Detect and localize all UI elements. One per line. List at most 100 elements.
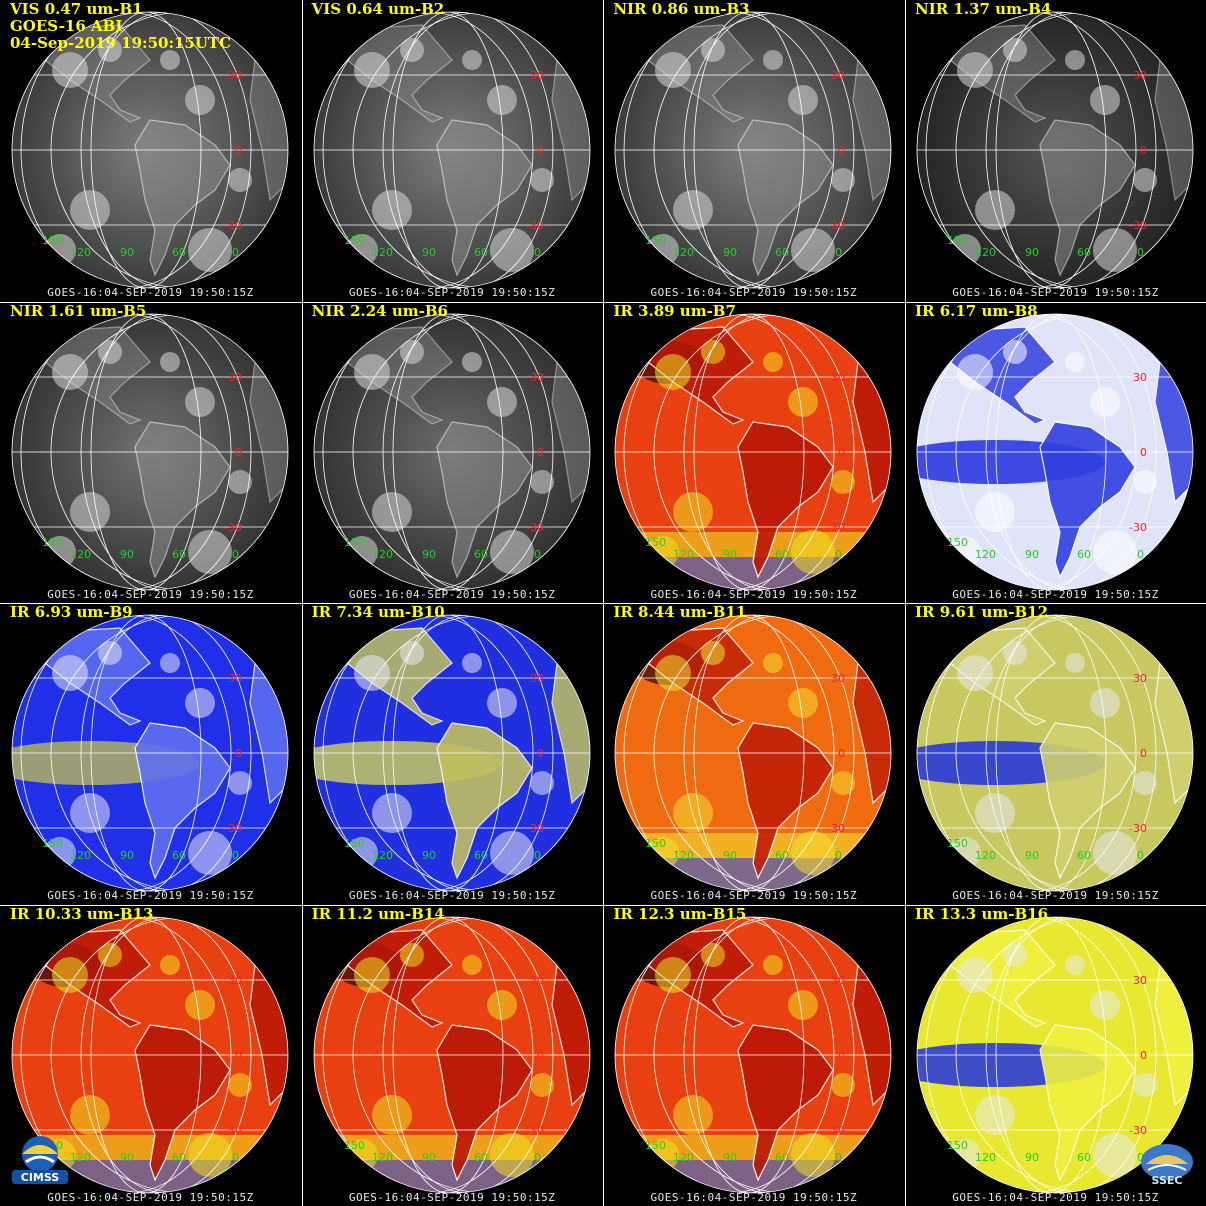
- latitude-label: 30: [831, 974, 845, 987]
- latitude-label: 30: [530, 371, 544, 384]
- band-panel: 30 0 -30 150 120 90 60 0 IR 6.93 um-B9 GOES-16:04…: [0, 603, 301, 905]
- longitude-label: 60: [474, 1151, 488, 1164]
- earth-disk-image: 30 0 -30 150 120 90 60 0: [11, 614, 289, 892]
- band-panel: 30 0 -30 150 120 90 60 0 IR 11.2 um-B14 GOES-16:0…: [301, 905, 603, 1206]
- earth-disk-image: 30 0 -30 150 120 90 60 0: [916, 11, 1194, 289]
- band-title: IR 13.3 um-B16: [915, 905, 1049, 923]
- band-title: VIS 0.47 um-B1: [10, 0, 143, 18]
- longitude-label: 120: [975, 548, 996, 561]
- longitude-label: 60: [775, 548, 789, 561]
- longitude-label: 120: [372, 246, 393, 259]
- latitude-label: 0: [1140, 144, 1147, 157]
- latitude-label: -30: [526, 219, 544, 232]
- band-title: NIR 1.37 um-B4: [915, 0, 1052, 18]
- band-panel: 30 0 -30 150 120 90 60 0 IR 13.3 um-B16 GOES-16:0…: [905, 905, 1206, 1206]
- latitude-label: 0: [838, 1049, 845, 1062]
- earth-disk-image: 30 0 -30 150 120 90 60 0: [313, 313, 591, 591]
- south-america-outline: [134, 722, 231, 880]
- longitude-label: 90: [120, 1151, 134, 1164]
- latitude-label: 0: [838, 144, 845, 157]
- earth-disk-image: 30 0 -30 150 120 90 60 0: [614, 11, 892, 289]
- band-title: IR 12.3 um-B15: [613, 905, 747, 923]
- south-america-outline: [436, 1024, 533, 1182]
- band-panel: 30 0 -30 150 120 90 60 0 NIR 0.86 um-B3 GOES-16:0…: [603, 0, 905, 301]
- earth-disk-image: 30 0 -30 150 120 90 60 0: [614, 614, 892, 892]
- longitude-label: 0: [835, 849, 842, 862]
- earth-disk-image: 30 0 -30 150 120 90 60 0: [916, 916, 1194, 1194]
- longitude-label: 120: [673, 849, 694, 862]
- panel-divider-horizontal: [0, 603, 1206, 604]
- panel-divider-vertical: [904, 0, 906, 1206]
- longitude-label: 90: [120, 548, 134, 561]
- latitude-label: 30: [831, 69, 845, 82]
- band-title: IR 8.44 um-B11: [613, 603, 747, 622]
- latitude-label: 0: [235, 747, 242, 760]
- timestamp-footer: GOES-16:04-SEP-2019 19:50:15Z: [348, 1191, 556, 1204]
- band-title: IR 6.17 um-B8: [915, 301, 1038, 320]
- longitude-label: 150: [947, 536, 968, 549]
- latitude-label: -30: [224, 219, 242, 232]
- timestamp-footer: GOES-16:04-SEP-2019 19:50:15Z: [650, 587, 858, 601]
- latitude-label: 0: [537, 747, 544, 760]
- longitude-label: 60: [1077, 246, 1091, 259]
- ssec-logo: SSEC: [1138, 1140, 1196, 1194]
- timestamp-footer: GOES-16:04-SEP-2019 19:50:15Z: [650, 889, 858, 903]
- earth-disk-image: 30 0 -30 150 120 90 60 0: [313, 916, 591, 1194]
- longitude-label: 60: [172, 1151, 186, 1164]
- longitude-label: 150: [344, 536, 365, 549]
- band-title: IR 3.89 um-B7: [613, 301, 736, 320]
- latitude-label: 0: [537, 144, 544, 157]
- longitude-label: 90: [120, 246, 134, 259]
- band-panel: 30 0 -30 150 120 90 60 0 VIS 0.47 um-B1 GOES-16:0…: [0, 0, 301, 301]
- longitude-label: 120: [372, 849, 393, 862]
- longitude-label: 120: [975, 849, 996, 862]
- band-title: IR 7.34 um-B10: [311, 603, 445, 622]
- latitude-label: 30: [1133, 371, 1147, 384]
- longitude-label: 120: [70, 849, 91, 862]
- latitude-label: 30: [530, 974, 544, 987]
- longitude-label: 0: [1137, 1151, 1144, 1164]
- band-panel: 30 0 -30 150 120 90 60 0 IR 8.44 um-B11 GOES-16:0…: [603, 603, 905, 905]
- south-america-outline: [436, 119, 533, 277]
- band-panel: 30 0 -30 150 120 90 60 0 IR 9.61 um-B12 GOES-16:0…: [905, 603, 1206, 905]
- longitude-label: 60: [1077, 1151, 1091, 1164]
- longitude-label: 150: [645, 1139, 666, 1152]
- south-america-outline: [436, 421, 533, 579]
- longitude-label: 120: [975, 1151, 996, 1164]
- earth-disk-image: 30 0 -30 150 120 90 60 0: [916, 614, 1194, 892]
- latitude-label: 30: [1133, 672, 1147, 685]
- earth-disk-image: 30 0 -30 150 120 90 60 0: [916, 313, 1194, 591]
- latitude-label: -30: [224, 1124, 242, 1137]
- band-panel: 30 0 -30 150 120 90 60 0 IR 12.3 um-B15 GOES-16:0…: [603, 905, 905, 1206]
- longitude-label: 90: [723, 548, 737, 561]
- band-panel: 30 0 -30 150 120 90 60 0 NIR 2.24 um-B6 GOES-16:0…: [301, 301, 603, 603]
- timestamp-footer: GOES-16:04-SEP-2019 19:50:15Z: [47, 587, 254, 601]
- band-title: NIR 2.24 um-B6: [311, 301, 448, 320]
- longitude-label: 90: [723, 246, 737, 259]
- longitude-label: 120: [673, 246, 694, 259]
- timestamp-footer: GOES-16:04-SEP-2019 19:50:15Z: [348, 587, 556, 601]
- latitude-label: -30: [224, 822, 242, 835]
- svg-text:CIMSS: CIMSS: [21, 1171, 60, 1184]
- band-title: IR 9.61 um-B12: [915, 603, 1049, 622]
- longitude-label: 90: [1025, 849, 1039, 862]
- longitude-label: 60: [1077, 548, 1091, 561]
- latitude-label: -30: [526, 521, 544, 534]
- timestamp-footer: GOES-16:04-SEP-2019 19:50:15Z: [952, 286, 1159, 299]
- latitude-label: -30: [827, 219, 845, 232]
- longitude-label: 150: [645, 234, 666, 247]
- longitude-label: 60: [474, 548, 488, 561]
- latitude-label: -30: [1129, 219, 1147, 232]
- timestamp-footer: GOES-16:04-SEP-2019 19:50:15Z: [348, 889, 556, 903]
- longitude-label: 60: [1077, 849, 1091, 862]
- satellite-label: GOES-16 ABI: [10, 17, 123, 35]
- latitude-label: 0: [537, 1049, 544, 1062]
- latitude-label: 0: [235, 1049, 242, 1062]
- timestamp-footer: GOES-16:04-SEP-2019 19:50:15Z: [952, 587, 1159, 601]
- longitude-label: 0: [232, 246, 239, 259]
- longitude-label: 120: [372, 548, 393, 561]
- south-america-outline: [134, 421, 231, 579]
- longitude-label: 0: [835, 548, 842, 561]
- latitude-label: -30: [827, 822, 845, 835]
- longitude-label: 60: [172, 548, 186, 561]
